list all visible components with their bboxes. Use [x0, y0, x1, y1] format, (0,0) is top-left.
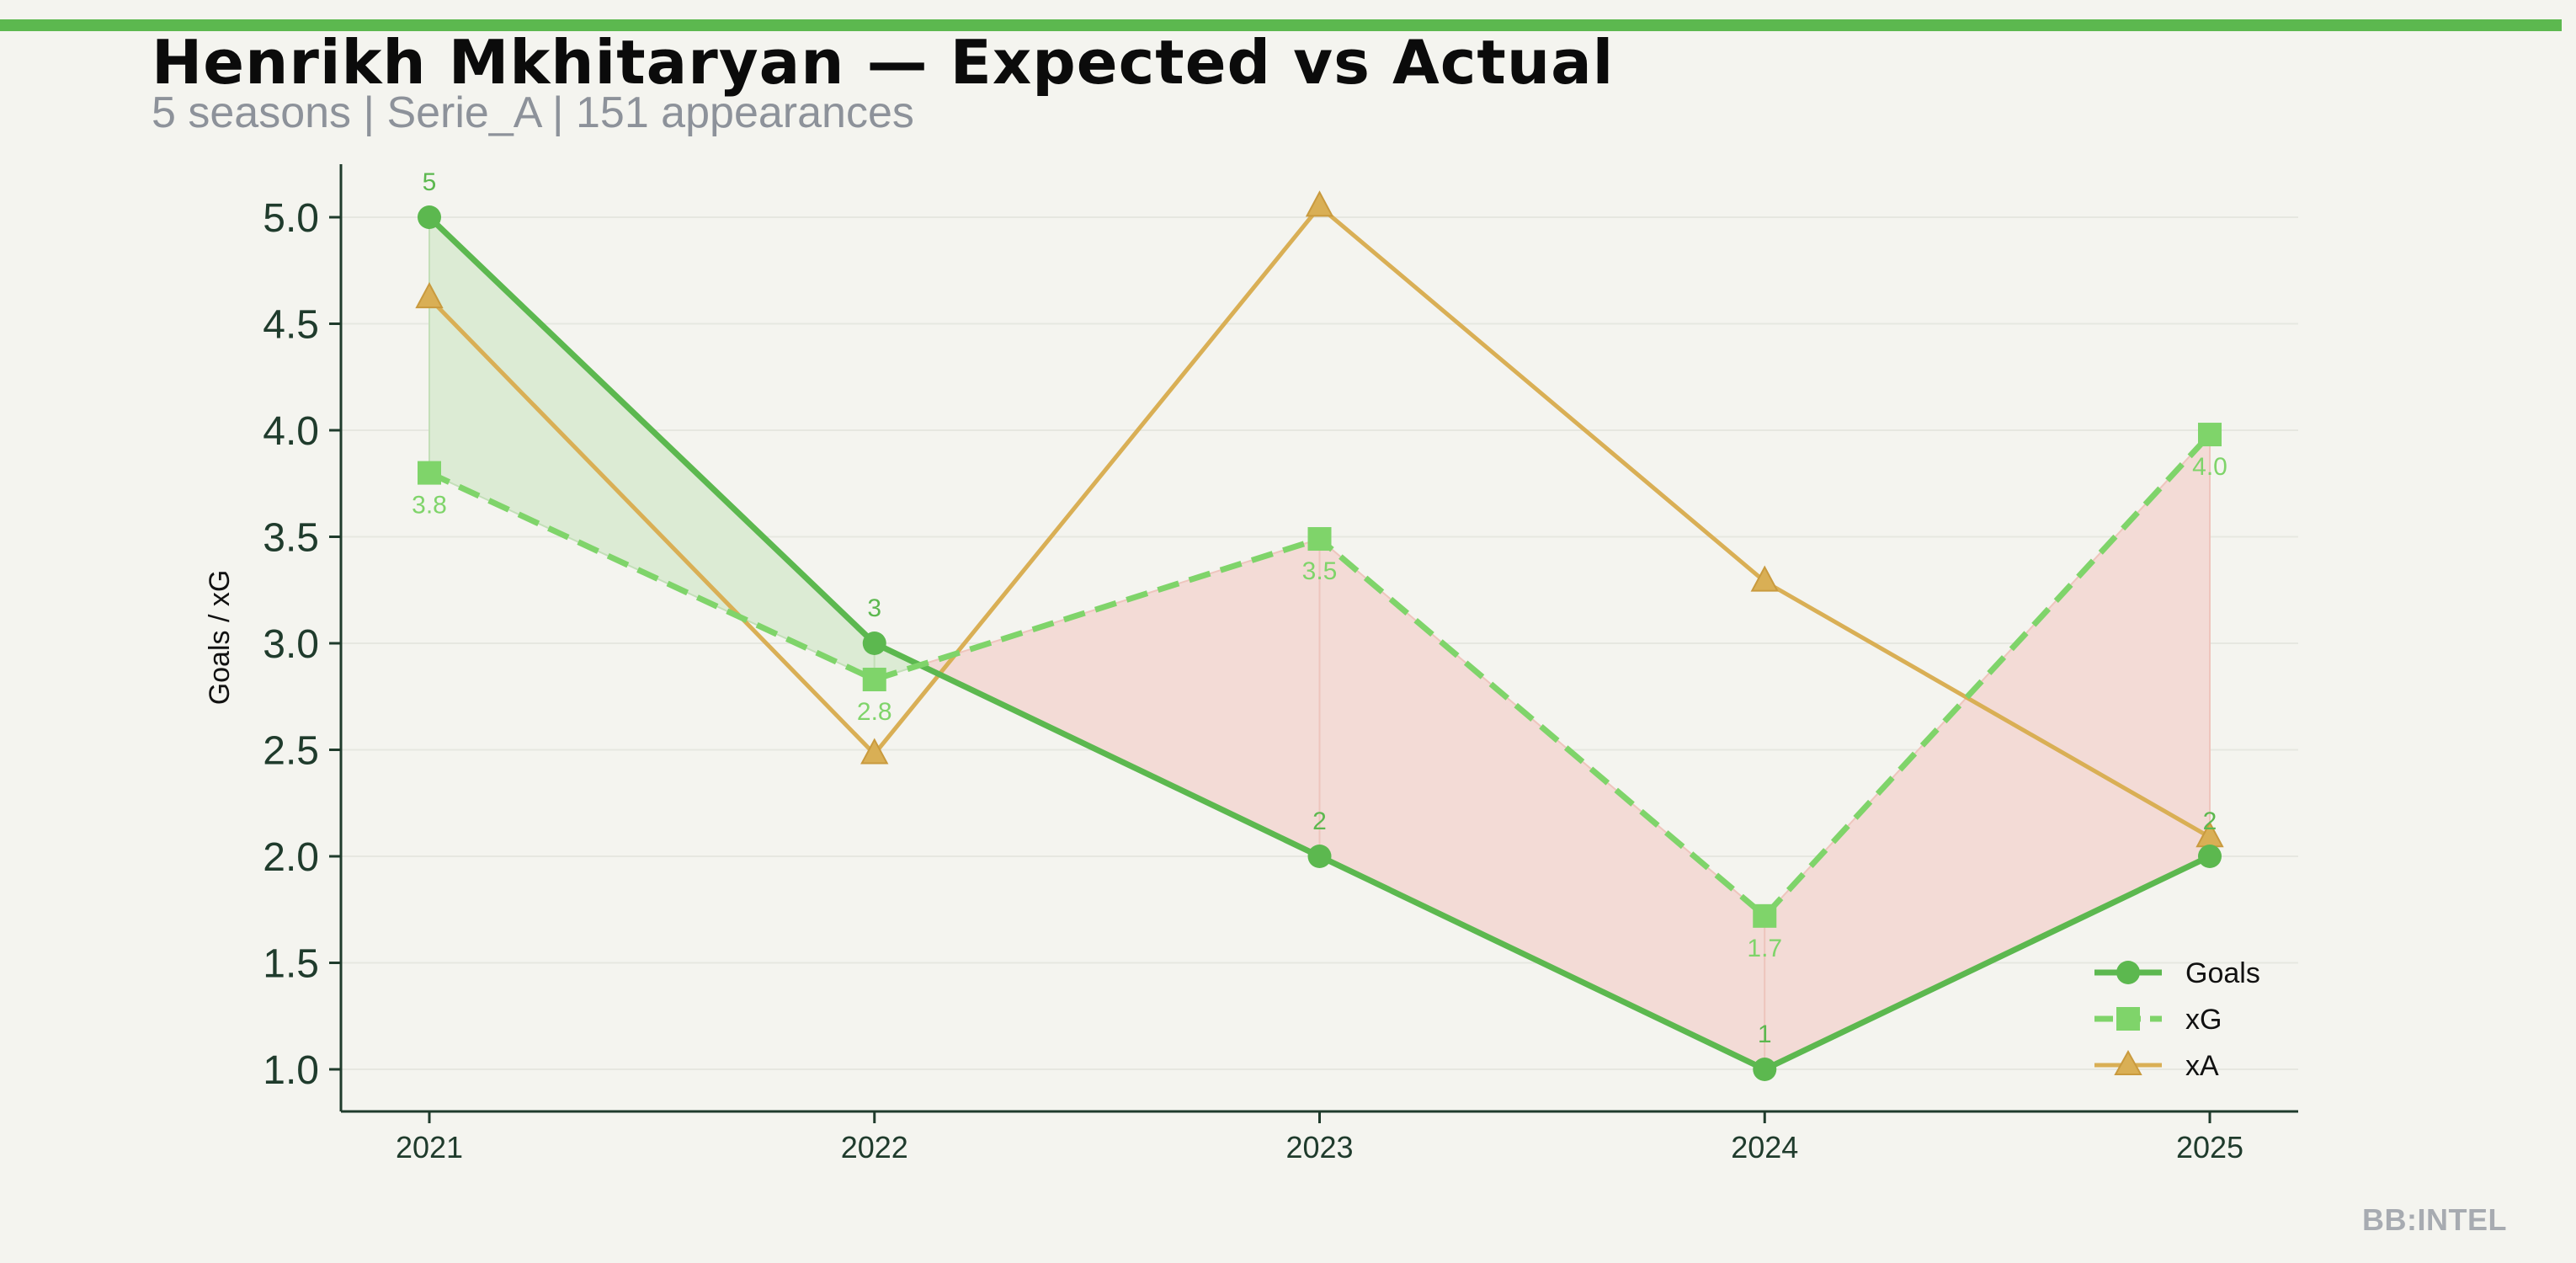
- goals-marker: [1753, 1058, 1777, 1081]
- y-tick-label: 2.5: [263, 729, 319, 774]
- xg-data-label: 3.5: [1302, 557, 1338, 585]
- goals-data-label: 3: [867, 594, 881, 622]
- x-tick-label: 2024: [1731, 1130, 1798, 1164]
- underperformance-area: [918, 537, 1321, 858]
- y-tick-label: 3.0: [263, 622, 319, 667]
- xg-data-label: 1.7: [1747, 935, 1782, 962]
- xg-marker: [1753, 903, 1777, 928]
- xa-marker: [415, 282, 444, 309]
- x-tick-label: 2021: [396, 1130, 463, 1164]
- goals-marker: [2198, 845, 2222, 868]
- y-tick-label: 3.5: [263, 516, 319, 561]
- x-tick-label: 2022: [841, 1130, 908, 1164]
- x-tick-label: 2023: [1285, 1130, 1353, 1164]
- legend-label: xG: [2185, 1004, 2222, 1036]
- x-tick-label: 2025: [2176, 1130, 2243, 1164]
- axes: 1.0 1.5 2.0 2.5 3.0 3.5 4.0 4.5 5.0 2021 2022 2023 2…: [204, 164, 2298, 1164]
- legend-marker-triangle: [2114, 1049, 2142, 1075]
- y-tick-label: 4.0: [263, 409, 319, 454]
- y-tick-label: 1.5: [263, 942, 319, 987]
- xg-marker: [2198, 423, 2222, 447]
- goals-marker: [1307, 845, 1332, 868]
- y-axis-label: Goals / xG: [204, 570, 236, 706]
- legend: Goals xG xA: [2094, 957, 2260, 1082]
- difference-fill: [428, 215, 2211, 1071]
- y-tick-label: 5.0: [263, 196, 319, 241]
- xg-marker: [1307, 527, 1332, 552]
- goals-marker: [418, 205, 441, 229]
- y-tick-label: 2.0: [263, 835, 319, 880]
- goals-data-label: 2: [1312, 807, 1327, 835]
- data-labels: 5 3 2 1 2 3.8 2.8 3.5 1.7 4.0: [412, 168, 2227, 1048]
- xa-marker: [1305, 190, 1334, 217]
- y-tick-label: 1.0: [263, 1048, 319, 1093]
- xg-data-label: 2.8: [857, 698, 892, 726]
- xg-data-label: 3.8: [412, 492, 447, 520]
- brand-watermark: BB:INTEL: [2362, 1202, 2507, 1237]
- chart-subtitle: 5 seasons | Serie_A | 151 appearances: [152, 88, 914, 137]
- chart-title: Henrikh Mkhitaryan — Expected vs Actual: [152, 27, 1615, 98]
- accent-bar: [0, 19, 2562, 31]
- goals-marker: [862, 632, 886, 655]
- y-tick-label: 4.5: [263, 303, 319, 348]
- overperformance-area: [428, 215, 876, 681]
- underperformance-area: [1318, 536, 1766, 1071]
- xg-data-label: 4.0: [2192, 453, 2227, 481]
- legend-marker-circle: [2116, 961, 2140, 984]
- xa-marker: [860, 738, 889, 765]
- legend-marker-square: [2116, 1007, 2140, 1031]
- legend-label: xA: [2185, 1050, 2219, 1082]
- xa-marker: [1750, 565, 1779, 592]
- goals-data-label: 5: [423, 168, 437, 196]
- xg-marker: [862, 668, 886, 692]
- xg-marker: [418, 461, 441, 485]
- series-layer: [415, 190, 2224, 1081]
- legend-label: Goals: [2185, 957, 2260, 989]
- goals-data-label: 1: [1758, 1021, 1772, 1048]
- goals-data-label: 2: [2203, 807, 2217, 835]
